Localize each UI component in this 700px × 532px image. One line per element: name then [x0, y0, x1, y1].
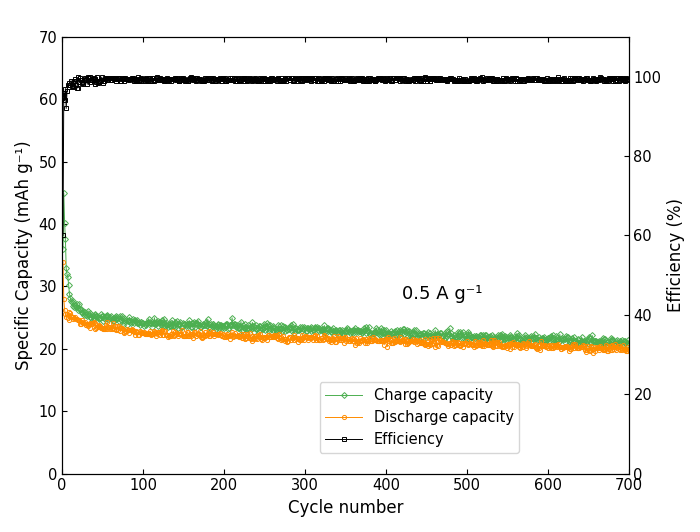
X-axis label: Cycle number: Cycle number [288, 499, 403, 517]
Efficiency [219, 75, 228, 81]
Discharge capacity [197, 334, 206, 340]
Efficiency [198, 77, 206, 84]
Charge capacity [599, 344, 608, 351]
Efficiency [86, 73, 94, 80]
Charge capacity [239, 322, 247, 328]
Discharge capacity [624, 347, 633, 353]
Line: Discharge capacity: Discharge capacity [61, 260, 631, 355]
Y-axis label: Specific Capacity (mAh g⁻¹): Specific Capacity (mAh g⁻¹) [15, 140, 33, 370]
Discharge capacity [568, 341, 577, 347]
Discharge capacity [237, 335, 246, 342]
Discharge capacity [589, 350, 597, 356]
Charge capacity [624, 340, 633, 346]
Efficiency [624, 76, 633, 82]
Discharge capacity [59, 259, 67, 265]
Legend: Charge capacity, Discharge capacity, Efficiency: Charge capacity, Discharge capacity, Eff… [319, 382, 519, 453]
Efficiency [569, 74, 577, 81]
Y-axis label: Efficiency (%): Efficiency (%) [667, 198, 685, 312]
Discharge capacity [430, 340, 439, 346]
Line: Charge capacity: Charge capacity [61, 191, 631, 350]
Efficiency [431, 76, 440, 82]
Charge capacity [219, 322, 228, 329]
Charge capacity [500, 336, 508, 342]
Text: 0.5 A g⁻¹: 0.5 A g⁻¹ [402, 285, 482, 303]
Charge capacity [59, 246, 67, 252]
Charge capacity [198, 322, 206, 328]
Efficiency [500, 78, 508, 85]
Line: Efficiency: Efficiency [60, 74, 631, 238]
Charge capacity [569, 334, 577, 340]
Charge capacity [60, 190, 68, 196]
Charge capacity [431, 327, 440, 334]
Discharge capacity [499, 343, 508, 350]
Efficiency [239, 78, 247, 85]
Efficiency [59, 232, 67, 239]
Discharge capacity [218, 332, 227, 339]
